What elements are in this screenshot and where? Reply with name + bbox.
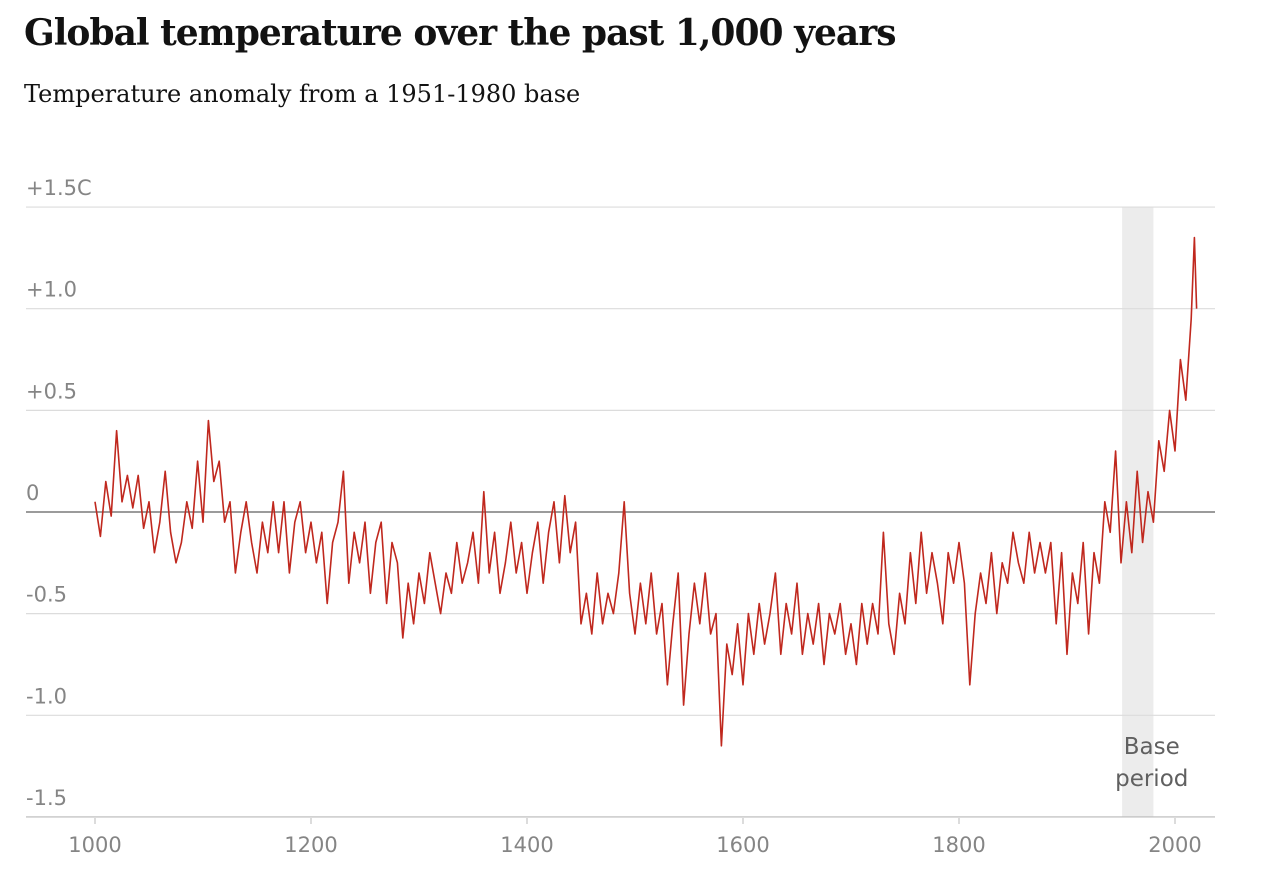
- y-tick-label: +1.0: [26, 278, 77, 302]
- y-tick-label: +0.5: [26, 379, 77, 403]
- x-tick-label: 1800: [932, 833, 985, 857]
- y-tick-label: -1.0: [26, 684, 67, 708]
- y-tick-label: -1.5: [26, 786, 67, 810]
- x-tick-label: 1000: [68, 833, 121, 857]
- y-tick-label: -0.5: [26, 583, 67, 607]
- y-tick-label: 0: [26, 481, 39, 505]
- base-period-label-line-1: Base: [1124, 734, 1180, 760]
- x-tick-label: 2000: [1148, 833, 1201, 857]
- chart-title: Global temperature over the past 1,000 y…: [24, 12, 896, 54]
- x-tick-label: 1400: [500, 833, 553, 857]
- y-tick-label: +1.5C: [26, 176, 92, 200]
- x-axis-ticks: 1000 1200 1400 1600 1800 2000: [68, 818, 1202, 857]
- y-axis-ticks: +1.5C +1.0 +0.5 0 -0.5 -1.0 -1.5: [26, 176, 92, 810]
- grid-lines: [26, 206, 1215, 818]
- base-period-label-line-2: period: [1115, 766, 1188, 792]
- x-tick-label: 1600: [716, 833, 769, 857]
- temperature-series-line: [94, 236, 1198, 747]
- x-tick-label: 1200: [284, 833, 337, 857]
- chart-subtitle: Temperature anomaly from a 1951-1980 bas…: [24, 80, 581, 108]
